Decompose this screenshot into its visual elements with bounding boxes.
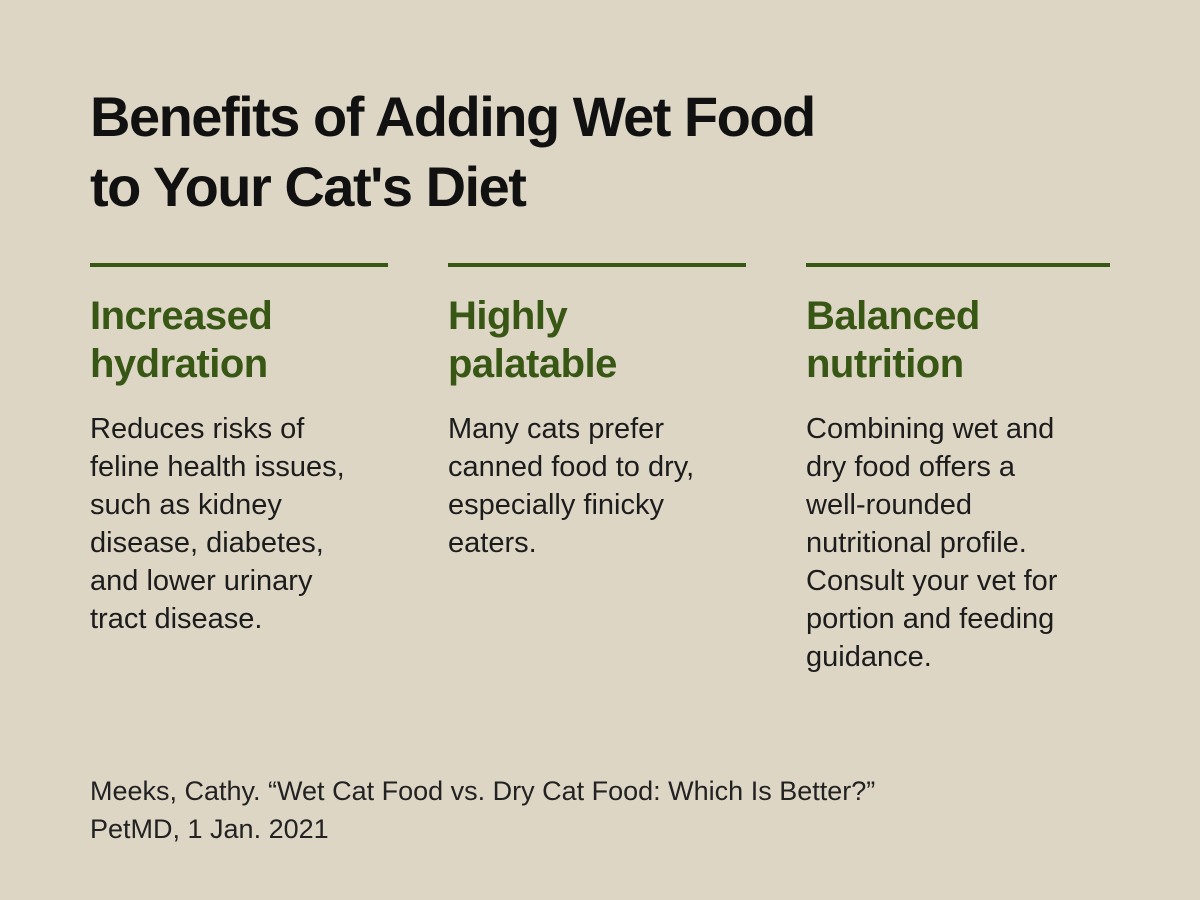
description-line: Combining wet and — [806, 410, 1110, 448]
heading-line: hydration — [90, 340, 388, 388]
heading-line: palatable — [448, 340, 746, 388]
title-line-2: to Your Cat's Diet — [90, 152, 990, 222]
benefit-heading: Increased hydration — [90, 292, 388, 388]
benefit-column-palatable: Highly palatable Many cats prefer canned… — [448, 263, 746, 562]
description-line: feline health issues, — [90, 448, 388, 486]
description-line: well-rounded — [806, 486, 1110, 524]
page-title: Benefits of Adding Wet Food to Your Cat'… — [90, 82, 990, 222]
divider-rule — [806, 263, 1110, 267]
heading-line: nutrition — [806, 340, 1110, 388]
description-line: nutritional profile. — [806, 524, 1110, 562]
description-line: guidance. — [806, 638, 1110, 676]
description-line: Consult your vet for — [806, 562, 1110, 600]
description-line: eaters. — [448, 524, 746, 562]
divider-rule — [448, 263, 746, 267]
source-citation: Meeks, Cathy. “Wet Cat Food vs. Dry Cat … — [90, 772, 875, 848]
benefit-description: Combining wet and dry food offers a well… — [806, 410, 1110, 676]
description-line: portion and feeding — [806, 600, 1110, 638]
citation-line-2: PetMD, 1 Jan. 2021 — [90, 810, 875, 848]
benefit-description: Many cats prefer canned food to dry, esp… — [448, 410, 746, 562]
divider-rule — [90, 263, 388, 267]
heading-line: Highly — [448, 292, 746, 340]
description-line: and lower urinary — [90, 562, 388, 600]
description-line: Many cats prefer — [448, 410, 746, 448]
description-line: such as kidney — [90, 486, 388, 524]
description-line: tract disease. — [90, 600, 388, 638]
heading-line: Balanced — [806, 292, 1110, 340]
description-line: canned food to dry, — [448, 448, 746, 486]
benefit-column-nutrition: Balanced nutrition Combining wet and dry… — [806, 263, 1110, 676]
benefit-description: Reduces risks of feline health issues, s… — [90, 410, 388, 638]
heading-line: Increased — [90, 292, 388, 340]
description-line: disease, diabetes, — [90, 524, 388, 562]
title-line-1: Benefits of Adding Wet Food — [90, 82, 990, 152]
benefit-heading: Highly palatable — [448, 292, 746, 388]
benefit-column-hydration: Increased hydration Reduces risks of fel… — [90, 263, 388, 638]
benefit-heading: Balanced nutrition — [806, 292, 1110, 388]
description-line: especially finicky — [448, 486, 746, 524]
citation-line-1: Meeks, Cathy. “Wet Cat Food vs. Dry Cat … — [90, 772, 875, 810]
description-line: Reduces risks of — [90, 410, 388, 448]
description-line: dry food offers a — [806, 448, 1110, 486]
